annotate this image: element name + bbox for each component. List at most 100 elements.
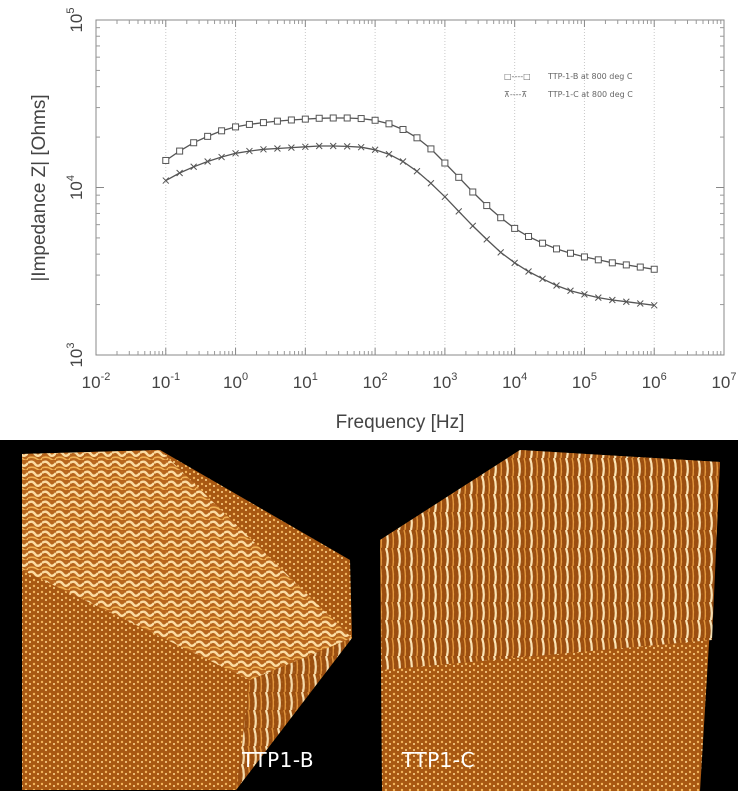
data-point-x (385, 150, 393, 158)
data-point-x (567, 287, 574, 295)
x-tick-exponent: 0 (242, 371, 248, 383)
microstructure-panel: TTP1-B TTP1-C (0, 440, 738, 791)
x-tick-exponent: 2 (382, 371, 388, 383)
y-tick-exponent: 3 (65, 342, 77, 348)
data-point-x (553, 282, 560, 289)
y-tick-label: 105 (65, 7, 86, 32)
x-tick-exponent: 6 (661, 371, 667, 383)
data-point-x (483, 236, 491, 243)
x-tick-label: 105 (572, 371, 597, 392)
x-tick-label: 10-1 (151, 371, 180, 392)
data-point-x (288, 144, 295, 151)
data-point-square (357, 115, 365, 123)
data-point-square (622, 261, 630, 269)
plot-frame (95, 19, 725, 356)
y-tick-exponent: 5 (65, 7, 77, 13)
x-tick-label: 104 (502, 371, 527, 392)
data-point-square (273, 117, 281, 125)
y-tick-label: 103 (65, 342, 86, 367)
data-point-square (371, 116, 379, 124)
y-axis-title: |Impedance Z| [Ohms] (29, 94, 50, 281)
microstructure-images (22, 450, 720, 791)
data-point-x (232, 149, 239, 157)
data-series (162, 114, 658, 309)
legend-symbol-b: □----□ (504, 72, 531, 81)
data-point-square (385, 120, 393, 128)
data-point-square (204, 132, 212, 140)
grid (165, 20, 655, 355)
data-point-square (427, 145, 435, 153)
data-point-x (301, 143, 309, 151)
x-tick-exponent: 3 (451, 371, 457, 383)
data-point-square (343, 114, 351, 122)
label-ttp1-b: TTP1-B (242, 748, 315, 772)
data-point-x (315, 142, 323, 150)
data-point-square (413, 134, 421, 142)
data-point-square (441, 159, 449, 167)
x-tick-label: 10-2 (82, 371, 111, 392)
x-tick-exponent: 7 (730, 371, 736, 383)
data-point-square (190, 139, 198, 147)
x-tick-exponent: -2 (101, 371, 111, 383)
x-tick-label: 102 (363, 371, 388, 392)
data-point-x (650, 301, 658, 309)
data-point-square (329, 114, 337, 122)
data-point-square (580, 253, 588, 261)
data-point-x (274, 145, 281, 152)
label-ttp1-c: TTP1-C (402, 748, 476, 772)
data-point-x (427, 179, 435, 187)
legend-symbol-c: ⊼----⊼ (504, 90, 527, 99)
data-point-x (441, 193, 449, 201)
data-point-x (190, 163, 198, 171)
data-point-square (525, 232, 533, 240)
data-point-x (539, 275, 546, 283)
data-point-x (329, 142, 337, 150)
data-point-x (413, 167, 421, 175)
data-point-x (357, 143, 365, 151)
data-point-x (525, 268, 532, 275)
x-axis-title: Frequency [Hz] (336, 412, 465, 433)
data-point-x (594, 294, 602, 301)
data-point-x (162, 177, 170, 184)
legend-label-b: TTP-1-B at 800 deg C (547, 72, 633, 81)
data-point-square (539, 239, 547, 247)
axis-ticks: 10-2 10-1 100 101 102 103 104 105 106 10710310410… (65, 7, 737, 392)
data-point-square (287, 116, 295, 124)
data-point-square (455, 173, 463, 181)
x-tick-label: 103 (432, 371, 457, 392)
data-point-square (483, 202, 491, 210)
data-point-x (260, 145, 267, 153)
data-point-square (315, 114, 323, 122)
data-point-x (399, 158, 407, 165)
data-point-x (455, 208, 463, 215)
block-ttp1-b (22, 450, 352, 791)
data-point-square (636, 263, 644, 271)
data-point-square (259, 119, 267, 127)
data-point-square (162, 156, 170, 164)
data-point-x (497, 249, 505, 256)
data-point-square (399, 125, 407, 133)
data-point-square (301, 115, 309, 123)
data-point-square (218, 127, 226, 135)
y-tick-label: 104 (65, 175, 86, 200)
data-point-square (566, 249, 574, 257)
data-point-x (176, 169, 183, 177)
x-tick-label: 101 (293, 371, 318, 392)
legend-label-c: TTP-1-C at 800 deg C (547, 90, 633, 99)
legend: □----□ TTP-1-B at 800 deg C ⊼----⊼ TTP-1… (504, 72, 633, 99)
x-tick-exponent: 5 (591, 371, 597, 383)
data-point-square (497, 214, 505, 222)
data-point-square (608, 259, 616, 267)
block-ttp1-c (380, 450, 720, 791)
impedance-chart: 10-2 10-1 100 101 102 103 104 105 106 10710310410… (29, 7, 737, 433)
data-point-x (636, 300, 644, 307)
data-point-x (469, 222, 477, 230)
x-tick-exponent: 1 (312, 371, 318, 383)
x-tick-exponent: -1 (170, 371, 180, 383)
x-tick-label: 100 (223, 371, 248, 392)
data-point-x (218, 153, 225, 161)
data-point-square (469, 188, 477, 196)
data-point-x (608, 296, 616, 304)
data-point-x (204, 158, 211, 165)
data-point-square (245, 120, 253, 128)
